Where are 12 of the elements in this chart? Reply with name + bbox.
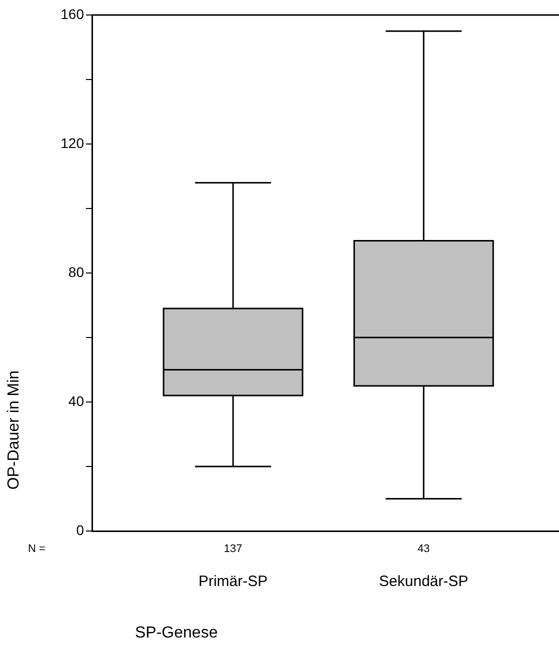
y-tick-label: 80 bbox=[68, 264, 84, 280]
x-tick-label: Primär-SP bbox=[198, 573, 268, 590]
y-tick-label: 0 bbox=[76, 522, 84, 538]
y-axis-title: OP-Dauer in Min bbox=[5, 370, 22, 490]
y-tick-label: 120 bbox=[60, 134, 84, 151]
y-tick-label: 160 bbox=[60, 6, 84, 22]
text: 43 bbox=[418, 543, 430, 556]
text: N = bbox=[28, 543, 46, 556]
text: 137 bbox=[224, 543, 242, 556]
y-tick-label: 40 bbox=[68, 392, 84, 409]
x-tick-label: Sekundär-SP bbox=[379, 573, 468, 590]
text: SP-Genese bbox=[135, 624, 218, 642]
